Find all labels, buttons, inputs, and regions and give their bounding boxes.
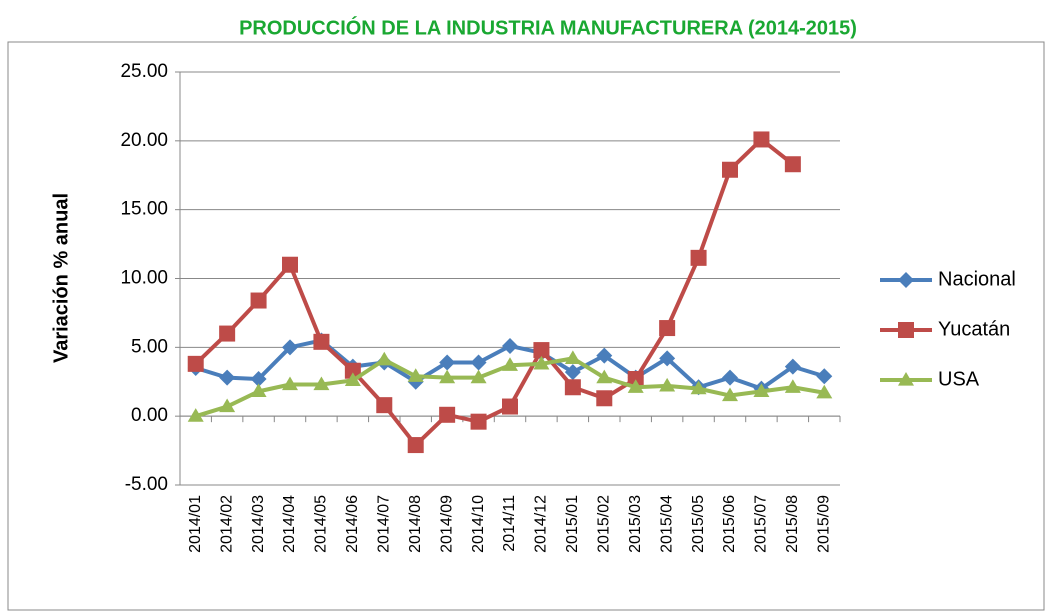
- y-tick-label: 5.00: [131, 336, 168, 357]
- point: [187, 355, 204, 372]
- point: [344, 362, 361, 379]
- legend-marker: [898, 272, 914, 288]
- point: [816, 384, 833, 399]
- point: [250, 292, 267, 309]
- point: [533, 355, 550, 370]
- point: [439, 406, 456, 423]
- point: [659, 320, 676, 337]
- x-tick-label: 2014/12: [533, 495, 550, 553]
- legend-label: Yucatán: [938, 318, 1010, 340]
- point: [470, 354, 487, 371]
- point: [784, 156, 801, 173]
- x-tick-label: 2015/06: [721, 495, 738, 553]
- point: [376, 397, 393, 414]
- point: [564, 364, 581, 381]
- x-tick-label: 2015/09: [816, 495, 833, 553]
- x-tick-label: 2015/07: [753, 495, 770, 553]
- point: [439, 369, 456, 384]
- point: [344, 372, 361, 386]
- x-tick-label: 2014/02: [218, 495, 235, 553]
- point: [470, 369, 487, 384]
- point: [816, 368, 833, 385]
- point: [439, 354, 456, 371]
- x-tick-label: 2015/02: [596, 495, 613, 553]
- point: [533, 342, 550, 359]
- x-tick-label: 2014/06: [344, 495, 361, 553]
- chart-title: PRODUCCIÓN DE LA INDUSTRIA MANUFACTURERA…: [239, 15, 857, 39]
- point: [313, 333, 330, 350]
- point: [722, 387, 738, 402]
- point: [250, 383, 267, 397]
- y-tick-label: 15.00: [120, 199, 168, 220]
- legend-marker: [898, 322, 914, 338]
- series-line: [194, 137, 795, 448]
- x-tick-label: 2014/03: [250, 495, 267, 553]
- point: [376, 351, 393, 366]
- point: [596, 390, 613, 407]
- point: [596, 347, 613, 364]
- point: [596, 369, 613, 384]
- point: [659, 377, 676, 392]
- y-tick-label: 25.00: [120, 61, 168, 82]
- point: [502, 357, 518, 371]
- point: [282, 339, 298, 356]
- point: [250, 370, 267, 387]
- point: [407, 368, 424, 382]
- point: [313, 376, 330, 391]
- point: [502, 398, 518, 415]
- point: [219, 369, 236, 386]
- y-tick-label: 20.00: [120, 130, 168, 151]
- point: [564, 379, 581, 396]
- x-tick-label: 2015/08: [784, 495, 801, 553]
- x-tick-label: 2014/10: [470, 495, 487, 553]
- x-tick-label: 2015/04: [658, 495, 675, 553]
- chart-frame: [7, 41, 1045, 611]
- point: [690, 380, 707, 395]
- point: [564, 350, 581, 364]
- legend-marker: [898, 372, 914, 386]
- point: [627, 370, 644, 387]
- point: [282, 256, 298, 273]
- point: [784, 358, 801, 375]
- point: [502, 337, 518, 354]
- x-tick-label: 2014/04: [281, 495, 298, 553]
- point: [282, 376, 298, 391]
- point: [219, 398, 236, 413]
- point: [659, 350, 676, 367]
- y-tick-label: 10.00: [120, 268, 168, 289]
- point: [219, 325, 236, 342]
- legend-label: Nacional: [938, 268, 1016, 290]
- x-tick-label: 2014/11: [501, 495, 518, 552]
- point: [690, 249, 707, 266]
- x-tick-label: 2014/05: [313, 495, 330, 553]
- point: [722, 369, 738, 386]
- point: [753, 131, 770, 148]
- y-axis-label: Variación % anual: [50, 193, 72, 363]
- point: [407, 437, 424, 454]
- x-tick-label: 2015/03: [627, 495, 644, 553]
- x-tick-label: 2014/09: [438, 495, 455, 553]
- x-tick-label: 2015/01: [564, 495, 581, 553]
- x-tick-label: 2015/05: [690, 495, 707, 553]
- point: [722, 161, 738, 178]
- point: [784, 379, 801, 393]
- point: [470, 413, 487, 430]
- point: [627, 379, 644, 393]
- y-tick-label: -5.00: [125, 474, 168, 495]
- point: [753, 383, 770, 397]
- x-tick-label: 2014/01: [187, 495, 204, 553]
- y-tick-label: 0.00: [131, 405, 168, 426]
- point: [187, 408, 204, 422]
- x-tick-label: 2014/08: [407, 495, 424, 553]
- legend-label: USA: [938, 368, 980, 390]
- x-tick-label: 2014/07: [376, 495, 393, 553]
